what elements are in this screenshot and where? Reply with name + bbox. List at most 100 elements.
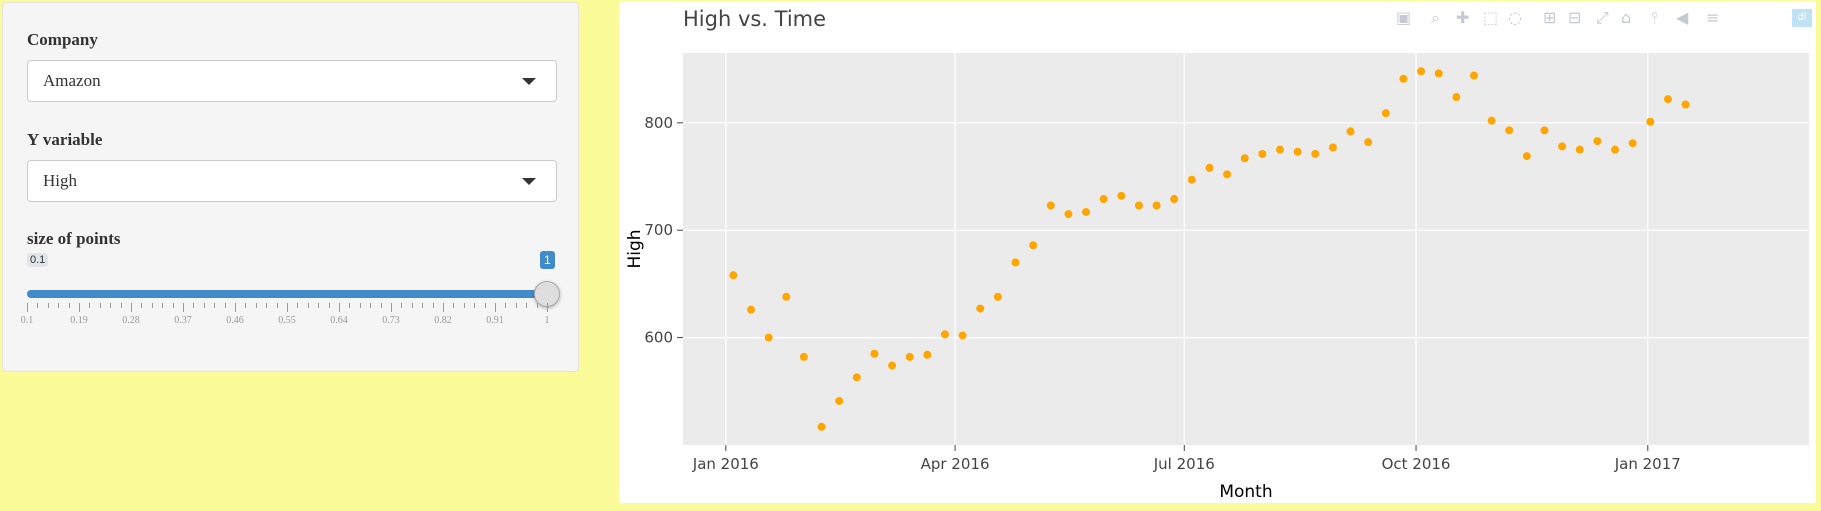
y-variable-select[interactable]: High (27, 160, 557, 202)
slider-minor-tick (297, 303, 299, 308)
slider-minor-tick (162, 303, 164, 308)
data-point (1663, 95, 1672, 104)
slider-minor-tick (58, 303, 60, 308)
slider-minor-tick (515, 303, 517, 308)
scatter-chart[interactable]: Jan 2016 Apr 2016 Jul 2016 Oct 2016 Jan 2017… (619, 1, 1816, 503)
slider-tick-label: 1 (544, 315, 550, 326)
y-variable-select-value: High (43, 171, 77, 190)
camera-icon[interactable]: ▣ (1396, 8, 1412, 27)
x-axis-label: Month (1219, 482, 1272, 502)
data-point (1505, 126, 1514, 135)
company-select[interactable]: Amazon (27, 60, 557, 102)
slider-minor-tick (172, 303, 174, 308)
autoscale-icon[interactable]: ⤢ (1596, 8, 1609, 27)
data-point (782, 292, 791, 301)
data-point (747, 305, 756, 314)
data-point (1328, 143, 1337, 152)
pan-icon[interactable]: ✚ (1456, 8, 1470, 27)
slider-minor-tick (474, 303, 476, 308)
x-tick-label: Jan 2016 (692, 455, 759, 473)
data-point (1452, 93, 1461, 102)
plot-area (683, 53, 1809, 445)
data-point (817, 422, 826, 431)
lasso-icon[interactable]: ◌ (1508, 8, 1522, 27)
slider-tick-label: 0.28 (122, 315, 140, 326)
slider-fill (27, 290, 547, 298)
data-point (1399, 74, 1408, 83)
slider-minor-tick (370, 303, 372, 308)
slider-minor-tick (349, 303, 351, 308)
data-point (729, 271, 738, 280)
y-tick-label: 800 (644, 114, 673, 132)
chevron-down-icon (522, 178, 536, 185)
x-tick-label: Jan 2017 (1614, 455, 1681, 473)
slider-min-badge: 0.1 (27, 253, 49, 267)
zoom-out-icon[interactable]: ⊟ (1568, 8, 1582, 27)
slider-tick-label: 0.19 (70, 315, 88, 326)
zoom-in-icon[interactable]: ⊞ (1543, 8, 1557, 27)
data-point (1364, 138, 1373, 147)
data-point (1205, 163, 1214, 172)
slider-minor-tick (151, 303, 153, 308)
slider-minor-tick (328, 303, 330, 308)
data-point (835, 396, 844, 405)
plotly-logo-icon[interactable]: dl (1792, 9, 1812, 27)
data-point (905, 352, 914, 361)
slider-track[interactable] (27, 290, 547, 298)
data-point (1293, 147, 1302, 156)
data-point (1240, 154, 1249, 163)
slider-minor-tick (255, 303, 257, 308)
slider-major-tick (235, 303, 236, 312)
slider-major-tick (27, 303, 28, 312)
slider-tick-label: 0.37 (174, 315, 192, 326)
slider-minor-tick (68, 303, 70, 308)
plot-panel: High vs. Time ▣ ⌕ ✚ ⬚ ◌ ⊞ ⊟ ⤢ ⌂ ⫯ ◀ ≡ dl Jan 2016 Apr… (619, 1, 1816, 503)
box-select-icon[interactable]: ⬚ (1483, 8, 1499, 27)
data-point (1223, 170, 1232, 179)
size-slider[interactable]: 0.1 1 0.1 0.19 0.28 0.37 0.46 0.55 0.64 0.73 0.8… (21, 251, 560, 326)
hover-closest-icon[interactable]: ◀ (1676, 8, 1689, 27)
slider-minor-tick (318, 303, 320, 308)
data-point (1417, 67, 1426, 76)
slider-minor-tick (37, 303, 39, 308)
data-point (1011, 258, 1020, 267)
data-point (958, 331, 967, 340)
data-point (1575, 145, 1584, 154)
slider-tick-label: 0.91 (486, 315, 504, 326)
slider-major-tick (131, 303, 132, 312)
data-point (1593, 137, 1602, 146)
data-point (852, 373, 861, 382)
slider-minor-tick (307, 303, 309, 308)
reset-icon[interactable]: ⌂ (1621, 8, 1632, 27)
data-point (888, 361, 897, 370)
data-point (940, 330, 949, 339)
hover-compare-icon[interactable]: ≡ (1706, 8, 1720, 27)
data-point (1134, 201, 1143, 210)
data-point (1082, 207, 1091, 216)
slider-minor-tick (214, 303, 216, 308)
slider-tick-label: 0.64 (330, 315, 348, 326)
slider-major-tick (391, 303, 392, 312)
slider-major-tick (287, 303, 288, 312)
data-point (1117, 191, 1126, 200)
slider-minor-tick (359, 303, 361, 308)
slider-minor-tick (380, 303, 382, 308)
company-select-value: Amazon (43, 71, 101, 90)
slider-minor-tick (110, 303, 112, 308)
spike-lines-icon[interactable]: ⫯ (1651, 8, 1658, 27)
sidebar-panel: Company Amazon Y variable High size of p… (2, 2, 579, 372)
x-tick-label: Jul 2016 (1153, 455, 1215, 473)
zoom-icon[interactable]: ⌕ (1431, 8, 1440, 27)
slider-minor-tick (536, 303, 538, 308)
data-point (1646, 117, 1655, 126)
data-point (1346, 127, 1355, 136)
data-point (1187, 175, 1196, 184)
slider-handle[interactable] (534, 281, 560, 307)
slider-minor-tick (422, 303, 424, 308)
data-point (764, 333, 773, 342)
x-tick-label: Oct 2016 (1382, 455, 1451, 473)
chevron-down-icon (522, 78, 536, 85)
slider-minor-tick (484, 303, 486, 308)
slider-major-tick (183, 303, 184, 312)
y-tick-label: 600 (644, 329, 673, 347)
